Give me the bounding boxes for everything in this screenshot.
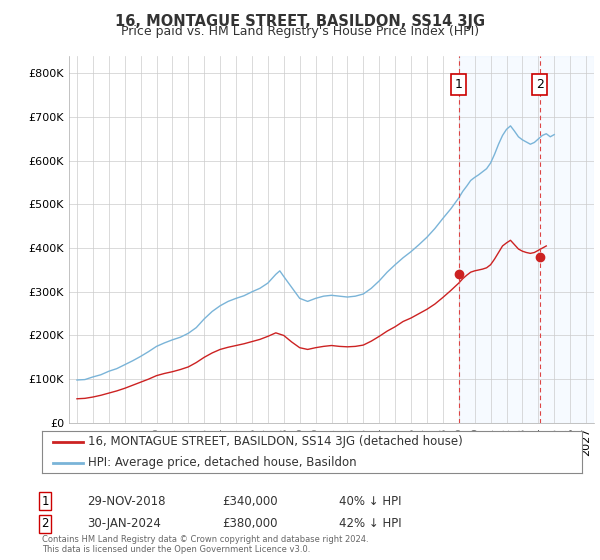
Text: 2: 2 bbox=[41, 517, 49, 530]
Text: 1: 1 bbox=[41, 494, 49, 508]
Bar bbox=[539, 56, 594, 423]
Text: 30-JAN-2024: 30-JAN-2024 bbox=[87, 517, 161, 530]
Text: Contains HM Land Registry data © Crown copyright and database right 2024.
This d: Contains HM Land Registry data © Crown c… bbox=[42, 535, 368, 554]
Text: 16, MONTAGUE STREET, BASILDON, SS14 3JG (detached house): 16, MONTAGUE STREET, BASILDON, SS14 3JG … bbox=[88, 435, 463, 448]
Text: 42% ↓ HPI: 42% ↓ HPI bbox=[339, 517, 401, 530]
Text: £380,000: £380,000 bbox=[222, 517, 277, 530]
Bar bbox=[459, 56, 594, 423]
Text: 40% ↓ HPI: 40% ↓ HPI bbox=[339, 494, 401, 508]
Text: 29-NOV-2018: 29-NOV-2018 bbox=[87, 494, 166, 508]
Text: 2: 2 bbox=[536, 78, 544, 91]
Text: 16, MONTAGUE STREET, BASILDON, SS14 3JG: 16, MONTAGUE STREET, BASILDON, SS14 3JG bbox=[115, 14, 485, 29]
Text: HPI: Average price, detached house, Basildon: HPI: Average price, detached house, Basi… bbox=[88, 456, 356, 469]
Text: Price paid vs. HM Land Registry's House Price Index (HPI): Price paid vs. HM Land Registry's House … bbox=[121, 25, 479, 38]
Text: £340,000: £340,000 bbox=[222, 494, 278, 508]
Text: 1: 1 bbox=[455, 78, 463, 91]
